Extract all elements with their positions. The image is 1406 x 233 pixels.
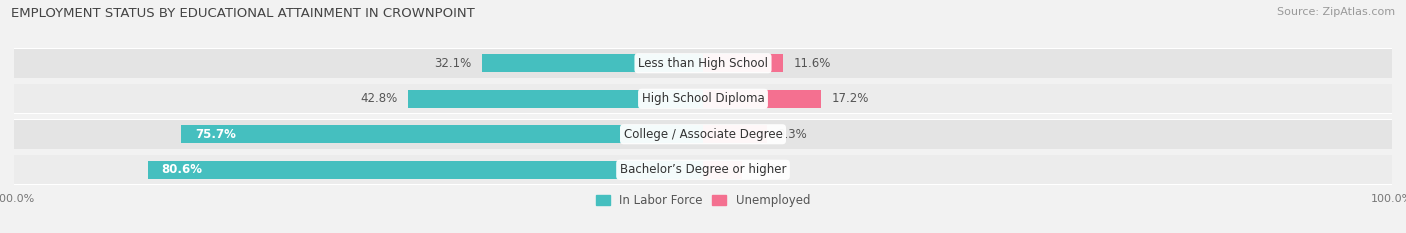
Bar bbox=[703, 89, 821, 108]
Text: College / Associate Degree: College / Associate Degree bbox=[624, 128, 782, 141]
Bar bbox=[408, 89, 703, 108]
Bar bbox=[148, 161, 703, 179]
Text: 80.6%: 80.6% bbox=[162, 163, 202, 176]
Bar bbox=[14, 84, 1392, 114]
Bar bbox=[703, 161, 742, 179]
Text: 5.7%: 5.7% bbox=[752, 163, 782, 176]
Text: EMPLOYMENT STATUS BY EDUCATIONAL ATTAINMENT IN CROWNPOINT: EMPLOYMENT STATUS BY EDUCATIONAL ATTAINM… bbox=[11, 7, 475, 20]
Legend: In Labor Force, Unemployed: In Labor Force, Unemployed bbox=[591, 190, 815, 212]
Bar bbox=[14, 155, 1392, 184]
Text: 32.1%: 32.1% bbox=[434, 57, 471, 70]
Text: 11.6%: 11.6% bbox=[793, 57, 831, 70]
Bar bbox=[703, 54, 783, 72]
Text: 17.2%: 17.2% bbox=[832, 92, 869, 105]
Text: Source: ZipAtlas.com: Source: ZipAtlas.com bbox=[1277, 7, 1395, 17]
Text: High School Diploma: High School Diploma bbox=[641, 92, 765, 105]
Bar bbox=[14, 120, 1392, 149]
Bar bbox=[703, 125, 768, 144]
Text: Bachelor’s Degree or higher: Bachelor’s Degree or higher bbox=[620, 163, 786, 176]
Bar bbox=[14, 84, 1392, 113]
Bar bbox=[181, 125, 703, 144]
Text: 75.7%: 75.7% bbox=[195, 128, 236, 141]
Bar bbox=[14, 155, 1392, 185]
Text: Less than High School: Less than High School bbox=[638, 57, 768, 70]
Bar bbox=[14, 49, 1392, 78]
Text: 42.8%: 42.8% bbox=[360, 92, 398, 105]
Bar bbox=[14, 48, 1392, 78]
Text: 9.3%: 9.3% bbox=[778, 128, 807, 141]
Bar bbox=[482, 54, 703, 72]
Bar bbox=[14, 119, 1392, 149]
